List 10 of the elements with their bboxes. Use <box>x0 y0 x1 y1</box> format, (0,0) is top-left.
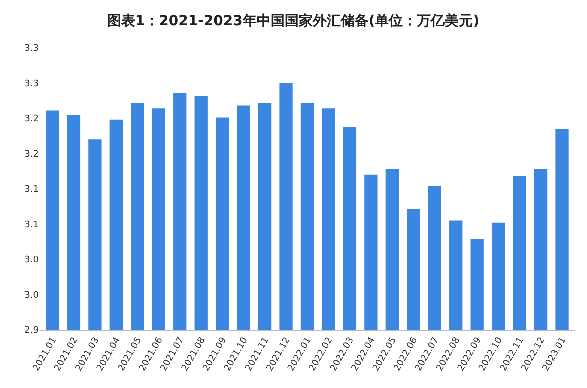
y-tick-label: 3.3 <box>24 79 39 90</box>
y-tick-label: 3.1 <box>24 220 39 230</box>
y-tick-label: 3.1 <box>24 185 39 196</box>
y-tick-label: 3.0 <box>24 290 40 301</box>
y-tick-label: 3.2 <box>24 150 39 160</box>
y-tick-label: 2.9 <box>24 326 40 336</box>
chart-title: 图表1：2021-2023年中国国家外汇储备(单位：万亿美元) <box>107 12 480 30</box>
y-tick-label: 3.0 <box>24 256 40 266</box>
y-tick-label: 3.3 <box>24 44 39 54</box>
y-tick-label: 3.2 <box>24 114 39 125</box>
